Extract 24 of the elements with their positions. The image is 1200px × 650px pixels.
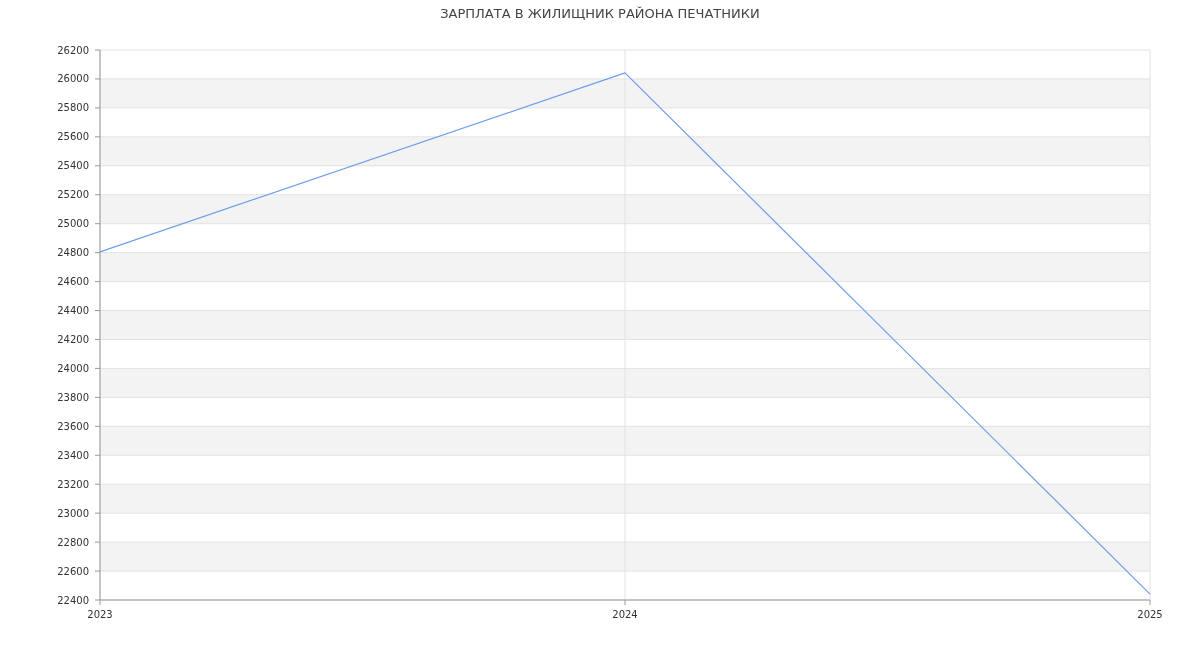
x-tick-label: 2023	[87, 609, 113, 620]
y-tick-label: 23000	[57, 507, 89, 519]
x-tick-label: 2024	[612, 609, 638, 620]
y-tick-label: 23600	[57, 420, 89, 432]
chart-title: ЗАРПЛАТА В ЖИЛИЩНИК РАЙОНА ПЕЧАТНИКИ	[440, 6, 760, 21]
y-tick-label: 24600	[57, 276, 89, 288]
y-tick-label: 23200	[57, 478, 89, 490]
y-tick-label: 25000	[57, 218, 89, 230]
y-tick-label: 23400	[57, 449, 89, 461]
y-tick-label: 26200	[57, 44, 89, 56]
y-tick-label: 24200	[57, 333, 89, 345]
y-tick-label: 22400	[57, 594, 89, 606]
y-tick-label: 25600	[57, 131, 89, 143]
y-tick-label: 23800	[57, 391, 89, 403]
y-tick-label: 24000	[57, 362, 89, 374]
x-tick-label: 2025	[1137, 609, 1163, 620]
y-tick-label: 25800	[57, 102, 89, 114]
y-tick-label: 24400	[57, 305, 89, 317]
y-tick-label: 26000	[57, 73, 89, 85]
y-tick-label: 25400	[57, 160, 89, 172]
y-tick-label: 22600	[57, 565, 89, 577]
y-tick-label: 22800	[57, 536, 89, 548]
y-tick-label: 24800	[57, 247, 89, 259]
y-tick-label: 25200	[57, 189, 89, 201]
